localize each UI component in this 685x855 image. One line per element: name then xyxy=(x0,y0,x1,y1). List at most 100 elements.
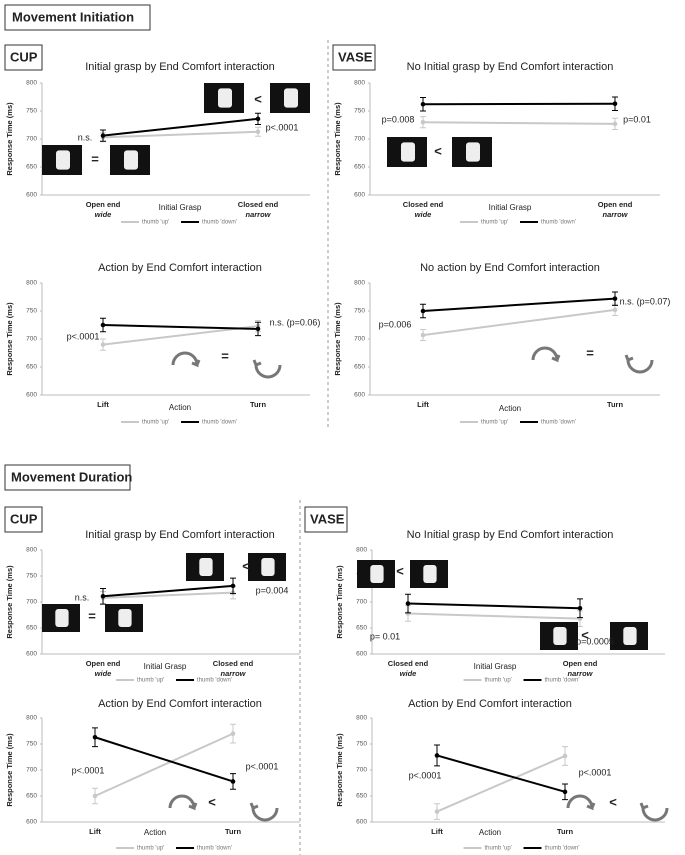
y-tick-label: 700 xyxy=(354,136,365,143)
series-line xyxy=(422,297,616,312)
annotation: < xyxy=(581,627,589,642)
rotation-arrow xyxy=(639,802,669,822)
y-tick-label: 750 xyxy=(356,741,367,748)
annotation: < xyxy=(208,794,216,809)
series-line xyxy=(102,117,259,137)
x-tick-label: Turn xyxy=(557,827,574,836)
y-tick-label: 700 xyxy=(26,336,37,343)
annotation: p= 0.01 xyxy=(370,631,400,641)
series-line xyxy=(102,324,259,330)
x-tick-label: Lift xyxy=(417,400,429,409)
point xyxy=(612,307,618,313)
annotation: p=0.0005 xyxy=(576,636,614,646)
x-axis-label: Action xyxy=(169,403,191,412)
x-tick-label: Open end xyxy=(598,200,633,209)
y-tick-label: 600 xyxy=(26,192,37,199)
point xyxy=(255,116,261,122)
annotation: < xyxy=(434,143,442,158)
panel-box xyxy=(332,44,376,71)
section-title: Movement Initiation xyxy=(12,9,134,24)
series-line xyxy=(436,754,566,793)
panel-label: VASE xyxy=(338,49,373,64)
chart-title: Initial grasp by End Comfort interaction xyxy=(85,529,275,541)
legend-label: thumb 'down' xyxy=(197,678,232,684)
x-tick-sublabel: wide xyxy=(95,210,112,219)
annotation: n.s. (p=0.07) xyxy=(620,296,671,306)
annotation: p=0.004 xyxy=(256,585,289,595)
point xyxy=(612,121,618,127)
rotation-arrow xyxy=(531,346,561,363)
photo-cup xyxy=(55,609,69,627)
chart-title: No Initial grasp by End Comfort interact… xyxy=(407,529,614,541)
series-line xyxy=(422,121,616,125)
x-tick-label: Closed end xyxy=(213,659,254,668)
photo-cup xyxy=(199,558,213,576)
point xyxy=(420,119,426,125)
annotation: n.s. xyxy=(75,592,90,602)
x-axis-label: Initial Grasp xyxy=(489,203,532,212)
y-tick-label: 650 xyxy=(356,793,367,800)
chart-title: Action by End Comfort interaction xyxy=(98,262,262,274)
y-tick-label: 750 xyxy=(26,573,37,580)
legend-label: thumb 'up' xyxy=(485,846,512,852)
series-line xyxy=(102,130,259,139)
panel-label: CUP xyxy=(10,49,38,64)
section-title: Movement Duration xyxy=(11,469,132,484)
point xyxy=(577,605,583,611)
x-tick-label: Closed end xyxy=(388,659,429,668)
annotation: < xyxy=(396,563,404,578)
annotation: = xyxy=(586,345,594,360)
point xyxy=(230,731,236,736)
x-tick-label: Lift xyxy=(97,400,109,409)
y-tick-label: 600 xyxy=(356,819,367,826)
y-axis-label: Response Time (ms) xyxy=(333,302,342,376)
x-axis-label: Action xyxy=(499,404,521,413)
point xyxy=(100,342,106,347)
x-axis-label: Initial Grasp xyxy=(159,203,202,212)
photo-cup xyxy=(370,565,384,583)
chart-title: No Initial grasp by End Comfort interact… xyxy=(407,61,614,73)
y-tick-label: 800 xyxy=(354,80,365,87)
photo-cup xyxy=(124,150,138,170)
panel-label: VASE xyxy=(310,511,345,526)
point xyxy=(92,734,98,740)
legend-label: thumb 'down' xyxy=(541,220,576,226)
y-tick-label: 600 xyxy=(26,651,37,658)
annotation: p<.0001 xyxy=(72,765,105,775)
y-tick-label: 750 xyxy=(354,308,365,315)
x-tick-label: Open end xyxy=(86,659,121,668)
photo-cup xyxy=(118,609,132,627)
series-line xyxy=(94,736,234,783)
y-tick-label: 700 xyxy=(356,767,367,774)
legend-label: thumb 'up' xyxy=(137,678,164,684)
y-tick-label: 600 xyxy=(26,392,37,399)
x-tick-sublabel: narrow xyxy=(220,669,246,678)
x-tick-sublabel: wide xyxy=(400,669,417,678)
panel-box xyxy=(304,506,348,533)
legend-label: thumb 'down' xyxy=(202,420,237,426)
rotation-arrow xyxy=(624,354,654,374)
y-axis-label: Response Time (ms) xyxy=(333,102,342,176)
rotation-arrow xyxy=(168,794,198,811)
y-tick-label: 650 xyxy=(354,364,365,371)
x-tick-label: Turn xyxy=(250,400,267,409)
y-tick-label: 750 xyxy=(354,108,365,115)
photo-cup xyxy=(56,150,70,170)
annotation: n.s. (p=0.06) xyxy=(270,317,321,327)
x-tick-sublabel: wide xyxy=(95,669,112,678)
y-axis-label: Response Time (ms) xyxy=(335,733,344,807)
y-tick-label: 750 xyxy=(26,108,37,115)
y-tick-label: 600 xyxy=(356,651,367,658)
x-tick-label: Closed end xyxy=(403,200,444,209)
y-tick-label: 600 xyxy=(354,392,365,399)
legend-label: thumb 'up' xyxy=(137,846,164,852)
y-tick-label: 800 xyxy=(356,547,367,554)
y-tick-label: 800 xyxy=(26,280,37,287)
x-axis-label: Action xyxy=(144,828,166,837)
annotation: = xyxy=(91,151,99,166)
point xyxy=(100,593,106,599)
x-axis-label: Initial Grasp xyxy=(144,662,187,671)
y-tick-label: 650 xyxy=(26,164,37,171)
panel-box xyxy=(4,506,43,533)
